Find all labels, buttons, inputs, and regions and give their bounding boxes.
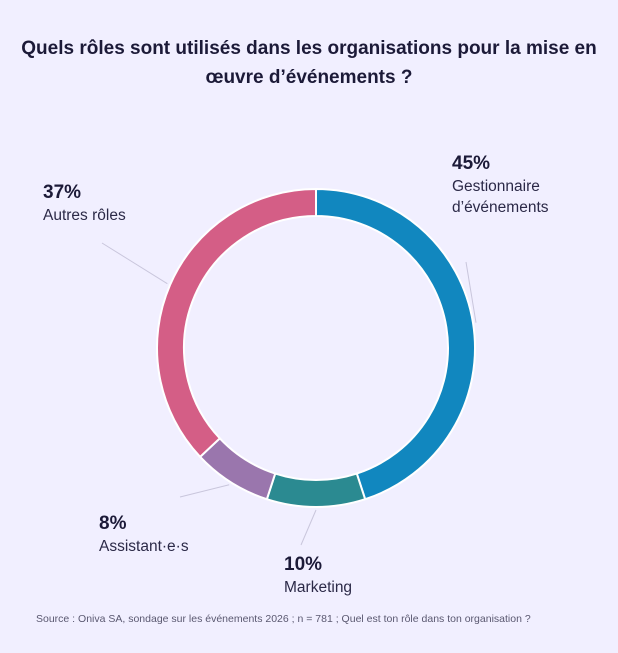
- donut-slices: [156, 187, 476, 508]
- source-note: Source : Oniva SA, sondage sur les événe…: [36, 613, 531, 625]
- slice-category-label: Marketing: [284, 579, 353, 596]
- slice-value-label: 45%: [452, 153, 491, 174]
- slice-category-label: Gestionnaire: [452, 178, 540, 195]
- slice-value-label: 10%: [284, 554, 323, 575]
- slice-category-label: Autres rôles: [43, 207, 126, 224]
- donut-slice: [156, 187, 317, 459]
- leader-line: [179, 484, 230, 498]
- chart-title: Quels rôles sont utilisés dans les organ…: [21, 38, 597, 88]
- slice-value-label: 37%: [43, 182, 82, 203]
- leader-lines: [101, 242, 477, 546]
- leader-line: [300, 509, 317, 546]
- donut-slice: [265, 472, 367, 508]
- donut-slice: [315, 187, 476, 501]
- slice-category-label: d’événements: [452, 199, 549, 216]
- slice-value-label: 8%: [99, 513, 127, 534]
- leader-line: [465, 261, 477, 323]
- slice-label-assistant: 8% Assistant·e·s: [99, 512, 189, 557]
- slice-label-marketing: 10% Marketing: [284, 553, 352, 598]
- slice-label-gestionnaire: 45% Gestionnaire d’événements: [452, 152, 549, 218]
- slice-category-label: Assistant·e·s: [99, 538, 189, 555]
- slice-label-autres: 37% Autres rôles: [43, 181, 126, 226]
- leader-line: [101, 242, 168, 285]
